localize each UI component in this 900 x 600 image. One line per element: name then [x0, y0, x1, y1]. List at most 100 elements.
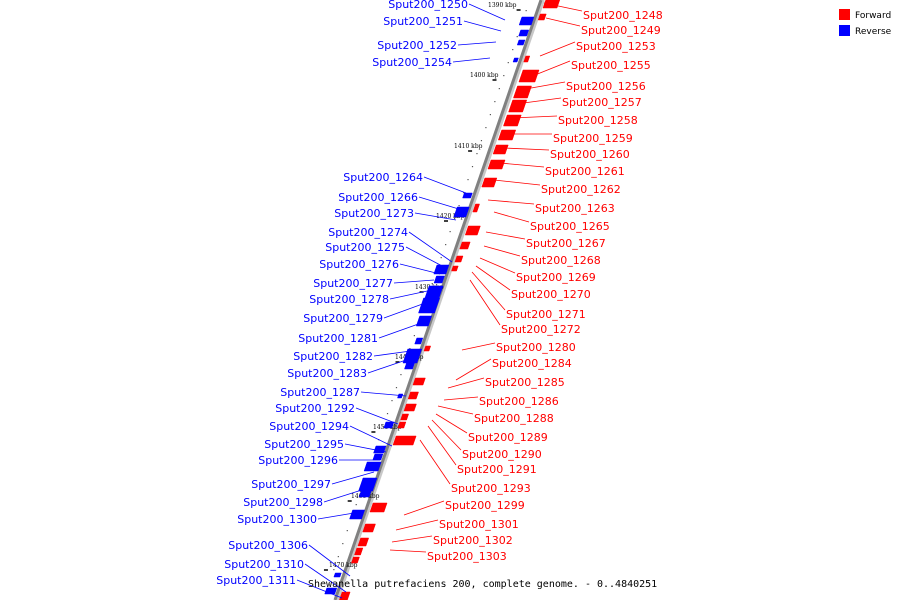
- reverse-gene-label: Sput200_1295: [264, 438, 344, 451]
- forward-gene-label: Sput200_1248: [583, 9, 663, 22]
- position-dot: [431, 283, 433, 285]
- forward-gene-label: Sput200_1288: [474, 412, 554, 425]
- forward-gene-label: Sput200_1269: [516, 271, 596, 284]
- tick-label: 1470 kbp: [329, 562, 358, 569]
- position-dot: [400, 374, 402, 376]
- forward-gene-block: [403, 403, 417, 412]
- leader-line: [317, 511, 361, 520]
- reverse-gene-block: [404, 361, 416, 370]
- gene-label-group: Sput200_1248 Sput200_1249 Sput200_1253 Sput…: [216, 0, 663, 587]
- forward-gene-block: [369, 502, 388, 513]
- tick-label: 1420 kbp: [436, 213, 465, 220]
- position-dot: [386, 413, 389, 415]
- position-dot: [449, 231, 451, 233]
- leader-line: [423, 176, 467, 194]
- leader-line: [414, 212, 457, 221]
- axis-shadow: [336, 0, 545, 600]
- position-dot: [440, 257, 442, 259]
- reverse-gene-label: Sput200_1278: [309, 293, 389, 306]
- reverse-gene-block: [518, 29, 530, 37]
- leader-line: [515, 97, 562, 105]
- leader-line: [427, 425, 457, 466]
- leader-line: [471, 271, 506, 311]
- leader-line: [463, 20, 502, 32]
- reverse-gene-block: [414, 337, 424, 345]
- leader-line: [399, 263, 441, 275]
- leader-line: [469, 279, 501, 326]
- position-dot: [494, 101, 496, 103]
- forward-gene-label: Sput200_1267: [526, 237, 606, 250]
- leader-line: [323, 487, 369, 503]
- forward-gene-block: [423, 345, 432, 352]
- reverse-gene-label: Sput200_1251: [383, 15, 463, 28]
- forward-gene-label: Sput200_1249: [581, 24, 661, 37]
- forward-gene-label: Sput200_1286: [479, 395, 559, 408]
- leader-line: [393, 279, 435, 284]
- reverse-gene-label: Sput200_1281: [298, 332, 378, 345]
- legend-label-reverse: Reverse: [855, 27, 892, 37]
- reverse-gene-label: Sput200_1300: [237, 513, 317, 526]
- reverse-gene-label: Sput200_1311: [216, 574, 296, 587]
- leader-line: [331, 471, 375, 485]
- forward-gene-block: [523, 55, 531, 63]
- leader-line: [373, 349, 419, 357]
- position-dot: [445, 244, 447, 246]
- leader-line: [435, 413, 468, 434]
- reverse-gene-block: [372, 453, 384, 461]
- position-dot: [467, 179, 469, 181]
- position-dot: [395, 387, 398, 389]
- genome-caption: Shewanella putrefaciens 200, complete ge…: [308, 579, 657, 590]
- forward-gene-block: [492, 144, 509, 155]
- leader-line: [487, 199, 535, 205]
- forward-gene-label: Sput200_1256: [566, 80, 646, 93]
- legend-swatch-reverse: [839, 25, 850, 36]
- forward-gene-block: [362, 523, 376, 533]
- reverse-gene-label: Sput200_1276: [319, 258, 399, 271]
- leader-line: [468, 3, 506, 21]
- forward-gene-block: [392, 435, 417, 446]
- reverse-gene-label: Sput200_1306: [228, 539, 308, 552]
- leader-line: [418, 196, 463, 211]
- forward-gene-block: [508, 99, 528, 113]
- reverse-gene-label: Sput200_1287: [280, 386, 360, 399]
- tick-label: 1390 kbp: [488, 2, 517, 9]
- legend-swatch-forward: [839, 9, 850, 20]
- position-dot: [471, 166, 474, 168]
- leader-line: [455, 358, 492, 381]
- forward-gene-label: Sput200_1291: [457, 463, 537, 476]
- reverse-gene-label: Sput200_1275: [325, 241, 405, 254]
- leader-line: [349, 425, 393, 447]
- forward-gene-block: [397, 421, 407, 429]
- leader-line: [437, 405, 474, 415]
- reverse-gene-label: Sput200_1250: [388, 0, 468, 11]
- leader-line: [408, 231, 453, 263]
- forward-gene-block: [464, 225, 481, 236]
- forward-gene-label: Sput200_1261: [545, 165, 625, 178]
- reverse-gene-label: Sput200_1283: [287, 367, 367, 380]
- forward-gene-block: [481, 177, 498, 188]
- leader-line: [519, 81, 566, 91]
- reverse-gene-block: [453, 206, 470, 218]
- leader-line: [383, 301, 429, 319]
- forward-gene-label: Sput200_1284: [492, 357, 572, 370]
- leader-line: [367, 357, 413, 374]
- leader-line: [485, 231, 526, 240]
- forward-gene-label: Sput200_1262: [541, 183, 621, 196]
- reverse-gene-block: [518, 16, 535, 26]
- position-dot: [413, 335, 415, 337]
- leader-line: [457, 41, 497, 46]
- legend-label-forward: Forward: [855, 11, 891, 21]
- position-dot: [458, 205, 460, 207]
- forward-gene-label: Sput200_1301: [439, 518, 519, 531]
- tick-label: 1410 kbp: [454, 143, 483, 150]
- position-dot: [489, 114, 491, 116]
- reverse-gene-label: Sput200_1277: [313, 277, 393, 290]
- forward-gene-label: Sput200_1293: [451, 482, 531, 495]
- leader-line: [461, 342, 496, 351]
- forward-gene-label: Sput200_1290: [462, 448, 542, 461]
- forward-gene-label: Sput200_1289: [468, 431, 548, 444]
- leader-line: [543, 2, 583, 12]
- axis-shadow-line: [336, 0, 545, 600]
- position-dot: [328, 582, 330, 584]
